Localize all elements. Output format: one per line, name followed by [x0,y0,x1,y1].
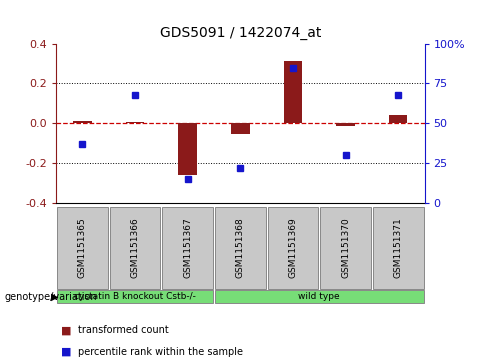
Bar [110,207,161,289]
Text: wild type: wild type [299,292,340,301]
Text: GSM1151371: GSM1151371 [394,217,403,278]
Bar [126,122,144,123]
Text: ■: ■ [61,347,72,357]
Bar [73,121,92,123]
Bar [57,290,213,303]
Bar [336,123,355,126]
Bar [284,61,302,123]
Bar [215,290,424,303]
Text: GSM1151369: GSM1151369 [288,217,298,278]
Bar [179,123,197,175]
Bar [57,207,108,289]
Bar [389,115,407,123]
Text: GSM1151368: GSM1151368 [236,217,245,278]
Text: GSM1151366: GSM1151366 [131,217,140,278]
Text: genotype/variation: genotype/variation [5,292,98,302]
Bar [320,207,371,289]
Bar [163,207,213,289]
Text: ■: ■ [61,325,72,335]
Text: ▶: ▶ [51,292,59,302]
Bar [268,207,318,289]
Title: GDS5091 / 1422074_at: GDS5091 / 1422074_at [160,26,321,40]
Bar [373,207,424,289]
Text: GSM1151367: GSM1151367 [183,217,192,278]
Bar [215,207,265,289]
Bar [231,123,249,134]
Text: transformed count: transformed count [78,325,169,335]
Text: cystatin B knockout Cstb-/-: cystatin B knockout Cstb-/- [74,292,196,301]
Text: GSM1151370: GSM1151370 [341,217,350,278]
Text: GSM1151365: GSM1151365 [78,217,87,278]
Text: percentile rank within the sample: percentile rank within the sample [78,347,243,357]
